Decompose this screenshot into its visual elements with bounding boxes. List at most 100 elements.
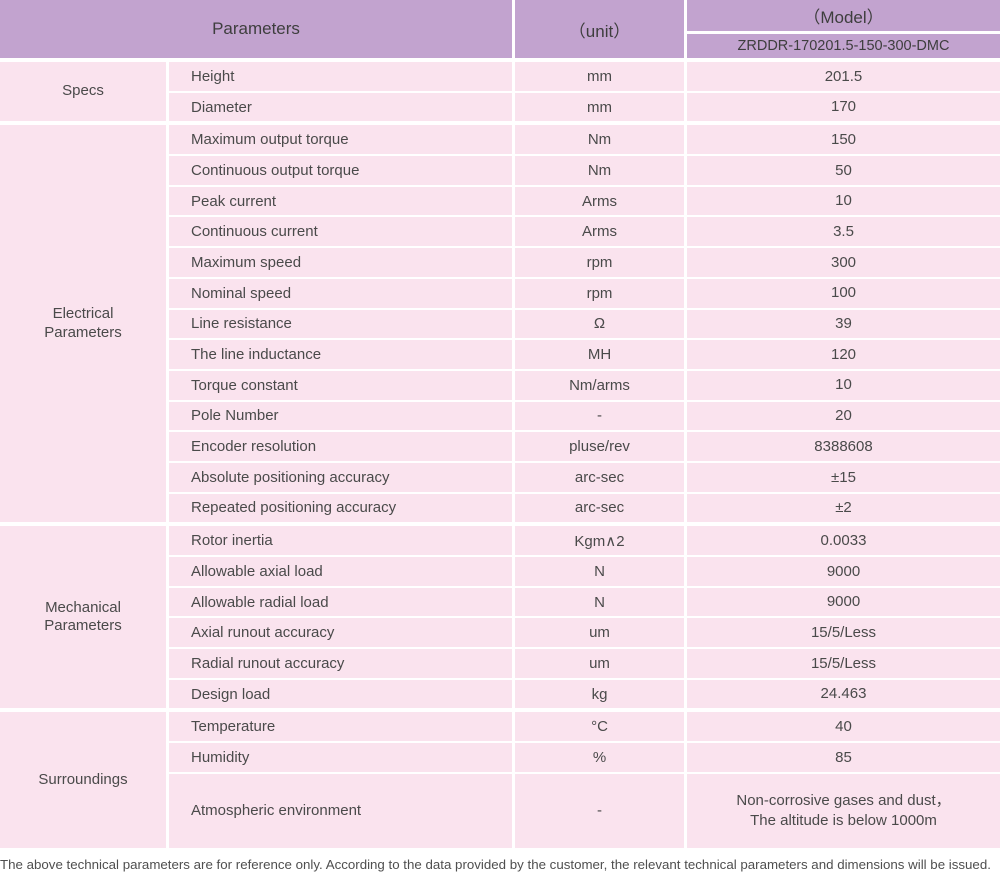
value-cell: ±15 <box>687 462 1000 492</box>
param-cell: Design load <box>169 679 512 709</box>
unit-cell: pluse/rev <box>515 432 684 461</box>
unit-cell: Nm <box>515 125 684 155</box>
param-cell: Atmospheric environment <box>169 773 512 848</box>
value-cell-text: 24.463 <box>820 685 867 703</box>
unit-cell: Nm <box>515 156 684 185</box>
table-row: Allowable radial load N 9000 <box>169 587 1000 617</box>
unit-header-cell: （unit） <box>515 0 684 58</box>
value-cell: 20 <box>687 401 1000 431</box>
unit-cell: mm <box>515 92 684 122</box>
param-cell-text: Torque constant <box>191 376 298 394</box>
param-cell-text: Repeated positioning accuracy <box>191 499 397 517</box>
table-body: Specs Height mm 201.5 Diameter mm 170 Electrica… <box>0 62 1000 848</box>
unit-cell-text: N <box>594 593 605 611</box>
value-cell: 3.5 <box>687 217 1000 247</box>
table-row: Maximum speed rpm 300 <box>169 248 1000 277</box>
unit-cell: Nm/arms <box>515 370 684 400</box>
param-cell-text: Design load <box>191 685 271 703</box>
table-row: Repeated positioning accuracy arc-sec ±2 <box>169 493 1000 523</box>
param-cell: Continuous current <box>169 217 512 247</box>
value-cell-text: 0.0033 <box>820 531 867 549</box>
param-cell-text: Absolute positioning accuracy <box>191 468 390 486</box>
table-row: Allowable axial load N 9000 <box>169 557 1000 586</box>
param-cell: Height <box>169 62 512 91</box>
param-cell-text: Pole Number <box>191 407 279 425</box>
param-cell: Temperature <box>169 712 512 742</box>
param-cell-text: Rotor inertia <box>191 532 273 550</box>
unit-cell: arc-sec <box>515 462 684 492</box>
unit-cell: % <box>515 743 684 772</box>
param-cell-text: Allowable radial load <box>191 593 329 611</box>
table-row: The line inductance MH 120 <box>169 340 1000 369</box>
unit-cell-text: um <box>589 654 610 672</box>
table-row: Axial runout accuracy um 15/5/Less <box>169 618 1000 648</box>
table-section: Surroundings Temperature °C 40 Humidity% 85 At… <box>0 712 1000 848</box>
unit-cell-text: - <box>597 802 602 820</box>
param-cell-text: Peak current <box>191 192 277 210</box>
table-row: Torque constant Nm/arms 10 <box>169 370 1000 400</box>
unit-cell: um <box>515 618 684 648</box>
param-cell-text: Nominal speed <box>191 284 292 302</box>
unit-cell-text: arc-sec <box>574 499 625 517</box>
unit-cell: N <box>515 587 684 617</box>
table-header: Parameters （unit） （Model） ZRDDR-170201.5… <box>0 0 1000 58</box>
table-row: Maximum output torque Nm 150 <box>169 125 1000 155</box>
table-row: Humidity% 85 <box>169 743 1000 772</box>
unit-cell-text: °C <box>591 718 608 736</box>
param-cell: Diameter <box>169 92 512 122</box>
value-cell: 39 <box>687 309 1000 339</box>
value-cell-text: 8388608 <box>814 437 873 455</box>
param-cell-text: Line resistance <box>191 315 292 333</box>
unit-cell: um <box>515 649 684 678</box>
value-cell: 15/5/Less <box>687 649 1000 678</box>
param-cell: Humidity <box>169 743 512 772</box>
table-row: Encoder resolution pluse/rev 8388608 <box>169 432 1000 461</box>
unit-cell: Arms <box>515 186 684 216</box>
value-cell-text: 300 <box>830 253 857 271</box>
param-cell: Repeated positioning accuracy <box>169 493 512 523</box>
value-cell: 120 <box>687 340 1000 369</box>
unit-cell: Kgm∧2 <box>515 526 684 555</box>
value-cell-text: 9000 <box>826 593 861 611</box>
value-cell: Non-corrosive gases and dust， The altitu… <box>687 773 1000 848</box>
value-cell-text: 20 <box>835 407 852 425</box>
value-cell-text: 3.5 <box>833 223 854 241</box>
footer-note: The above technical parameters are for r… <box>0 856 991 872</box>
table-row: Line resistance Ω 39 <box>169 309 1000 339</box>
param-cell: Radial runout accuracy <box>169 649 512 678</box>
unit-cell: arc-sec <box>515 493 684 523</box>
param-cell-text: The line inductance <box>191 346 322 364</box>
value-cell-text: 10 <box>835 192 852 210</box>
value-cell: 100 <box>687 278 1000 308</box>
param-cell-text: Maximum speed <box>191 253 302 271</box>
param-cell: Line resistance <box>169 309 512 339</box>
unit-cell: - <box>515 401 684 431</box>
section-group-cell: Surroundings <box>0 712 166 848</box>
unit-cell-text: pluse/rev <box>569 438 630 456</box>
table-row: Atmospheric environment - Non-corrosive ga… <box>169 773 1000 848</box>
value-cell: 50 <box>687 156 1000 185</box>
table-row: Nominal speed rpm 100 <box>169 278 1000 308</box>
model-number-cell: ZRDDR-170201.5-150-300-DMC <box>687 34 1000 58</box>
section-group-label: Surroundings <box>38 770 128 788</box>
value-cell: 8388608 <box>687 432 1000 461</box>
section-rows: Rotor inertia Kgm∧2 0.0033 Allowable axial … <box>169 526 1000 709</box>
section-rows: Maximum output torque Nm 150 Continuous out… <box>169 125 1000 523</box>
param-cell-text: Axial runout accuracy <box>191 624 335 642</box>
unit-cell-text: kg <box>591 685 608 703</box>
value-cell: 85 <box>687 743 1000 772</box>
value-cell: 0.0033 <box>687 526 1000 555</box>
section-group-cell: Specs <box>0 62 166 122</box>
value-cell-text: 50 <box>835 161 852 179</box>
param-cell: Absolute positioning accuracy <box>169 462 512 492</box>
param-cell-text: Diameter <box>191 98 252 116</box>
param-cell-text: Allowable axial load <box>191 562 323 580</box>
unit-header-label: （unit） <box>568 21 631 41</box>
unit-cell-text: N <box>594 562 605 580</box>
param-cell-text: Height <box>191 67 235 85</box>
section-group-label: Electrical Parameters <box>44 305 122 341</box>
value-cell-text: 100 <box>830 284 857 302</box>
table-row: Peak current Arms 10 <box>169 186 1000 216</box>
table-row: Absolute positioning accuracy arc-sec ±15 <box>169 462 1000 492</box>
